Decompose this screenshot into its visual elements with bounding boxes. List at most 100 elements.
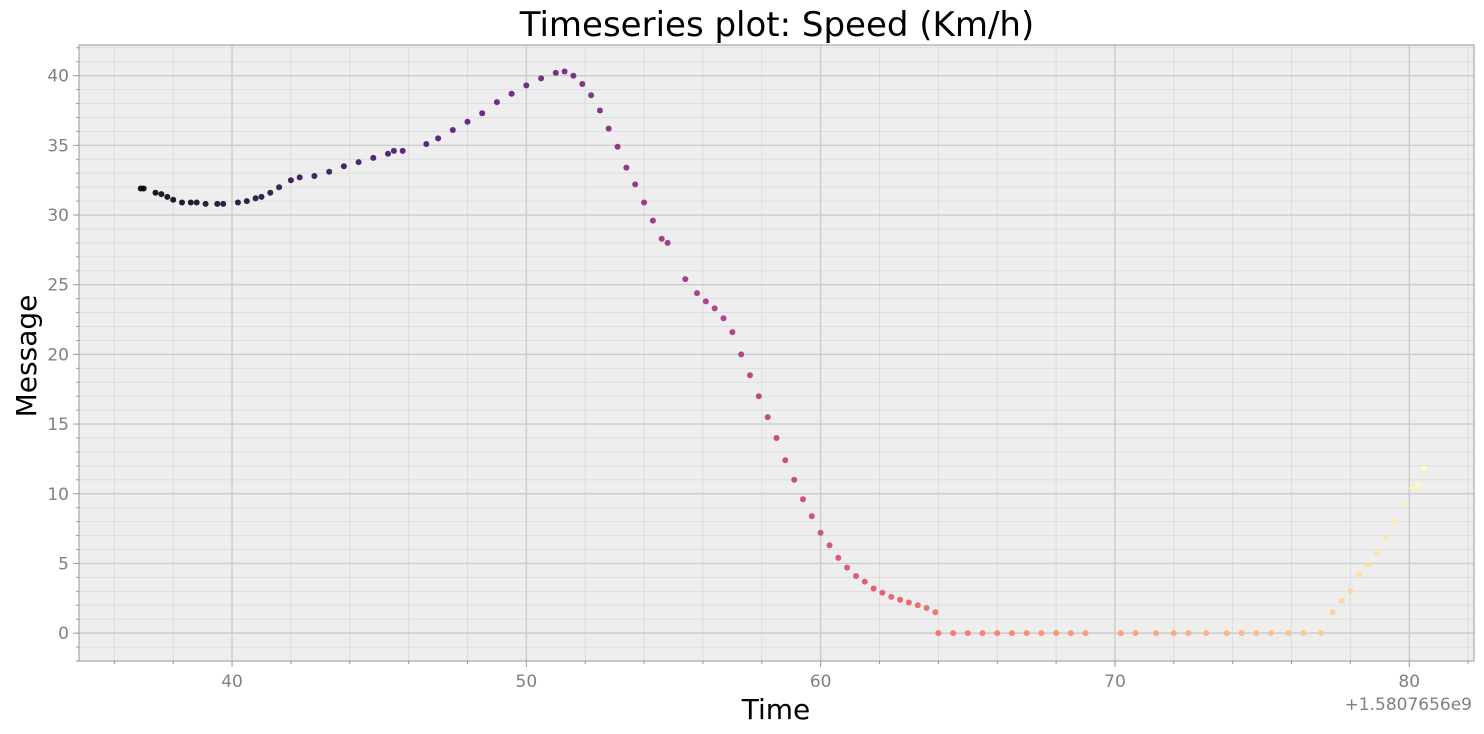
data-point — [311, 173, 318, 179]
data-point — [897, 596, 904, 603]
data-point — [220, 200, 227, 207]
data-point — [1082, 630, 1089, 637]
data-point — [1117, 630, 1124, 637]
x-tick-label: 60 — [810, 672, 832, 692]
data-point — [435, 135, 442, 142]
data-point — [423, 141, 430, 147]
data-point — [979, 630, 986, 637]
y-tick-label: 35 — [47, 136, 69, 156]
data-point — [729, 329, 736, 336]
data-point — [747, 372, 753, 379]
data-point — [1023, 630, 1030, 637]
data-point — [538, 75, 545, 82]
data-point — [800, 496, 806, 503]
data-point — [791, 476, 798, 483]
data-points — [137, 68, 1427, 637]
data-point — [1318, 630, 1324, 637]
data-point — [649, 217, 656, 224]
data-point — [170, 196, 177, 203]
data-point — [258, 193, 265, 200]
x-tick-label: 80 — [1398, 672, 1420, 692]
data-point — [632, 181, 639, 188]
major-grid — [79, 45, 1474, 661]
data-point — [523, 82, 530, 89]
data-point — [276, 184, 283, 191]
data-point — [140, 185, 147, 192]
data-point — [1329, 609, 1336, 616]
y-tick-label: 30 — [47, 206, 69, 226]
data-point — [340, 163, 347, 170]
data-point — [1067, 630, 1074, 637]
data-point — [385, 150, 391, 157]
data-point — [905, 599, 912, 606]
data-point — [243, 198, 250, 205]
data-point — [1356, 571, 1363, 578]
data-point — [623, 164, 630, 171]
data-point — [1267, 630, 1274, 637]
data-point — [950, 630, 957, 637]
data-point — [287, 177, 294, 184]
data-point — [1347, 588, 1354, 595]
data-point — [193, 199, 200, 206]
chart-title: Timeseries plot: Speed (Km/h) — [519, 5, 1034, 45]
x-tick-label: 70 — [1104, 672, 1126, 692]
data-point — [1185, 630, 1192, 637]
data-point — [1132, 630, 1139, 637]
data-point — [738, 351, 745, 358]
data-point — [1223, 630, 1230, 637]
data-point — [464, 118, 471, 125]
data-point — [1409, 485, 1416, 492]
data-point — [817, 529, 824, 536]
data-point — [782, 457, 789, 464]
data-point — [370, 154, 377, 161]
data-point — [187, 199, 194, 206]
data-point — [596, 107, 603, 114]
data-point — [214, 200, 221, 207]
data-point — [1008, 630, 1015, 637]
data-point — [508, 90, 515, 97]
data-point — [390, 147, 397, 154]
y-tick-label: 25 — [47, 276, 69, 296]
data-point — [158, 191, 165, 198]
data-point — [964, 630, 971, 637]
data-point — [1382, 535, 1389, 542]
data-point — [808, 513, 815, 520]
data-point — [711, 305, 718, 312]
data-point — [570, 72, 577, 79]
data-point — [579, 81, 586, 87]
data-point — [267, 189, 274, 196]
data-point — [694, 290, 700, 297]
data-point — [326, 168, 333, 175]
data-point — [888, 593, 895, 600]
data-point — [252, 195, 259, 202]
x-axis-label: Time — [741, 693, 811, 726]
data-point — [1153, 630, 1160, 637]
data-point — [1365, 561, 1372, 568]
data-point — [844, 564, 851, 571]
data-point — [826, 542, 833, 549]
y-tick-label: 0 — [58, 624, 69, 644]
data-point — [702, 298, 709, 305]
data-point — [614, 143, 621, 150]
plot-frame — [78, 44, 1475, 662]
data-point — [764, 414, 771, 421]
data-point — [179, 199, 185, 206]
data-point — [552, 69, 559, 76]
data-point — [773, 435, 780, 441]
data-point — [1053, 630, 1060, 637]
data-point — [853, 573, 859, 579]
plot-area — [79, 45, 1474, 661]
data-point — [879, 589, 886, 596]
data-point — [932, 609, 939, 616]
minor-grid — [79, 45, 1474, 662]
data-point — [234, 199, 241, 206]
data-point — [561, 68, 568, 75]
data-point — [835, 554, 842, 561]
data-point — [493, 99, 500, 106]
data-point — [994, 630, 1001, 637]
data-point — [641, 199, 648, 206]
data-point — [1038, 630, 1045, 637]
data-point — [399, 147, 406, 154]
data-point — [1338, 598, 1345, 605]
